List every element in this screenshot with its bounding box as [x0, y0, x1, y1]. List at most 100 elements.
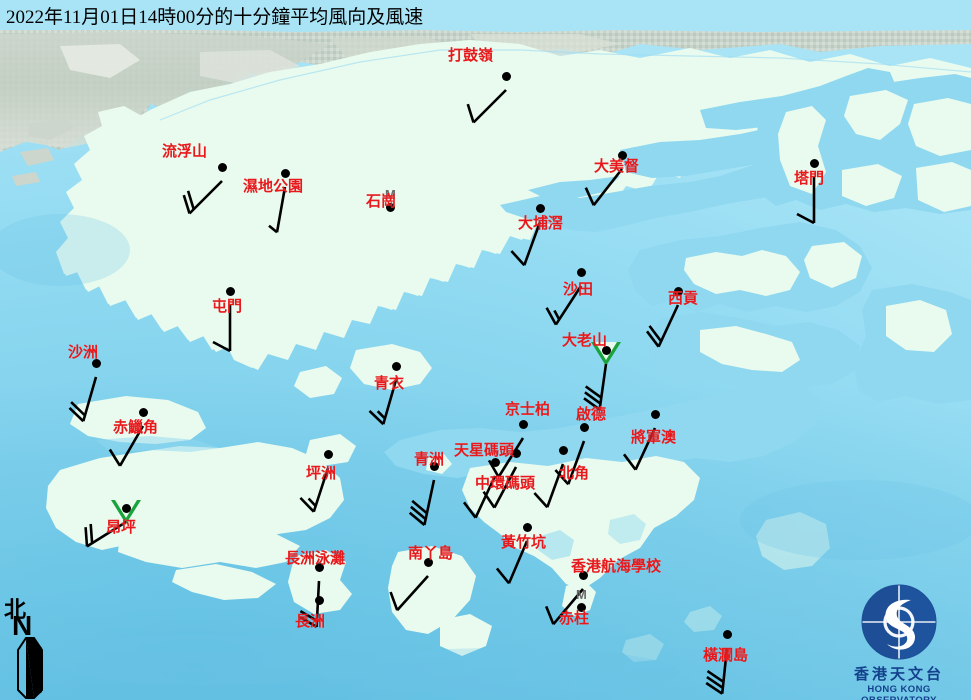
- station-name-label: 中環碼頭: [475, 476, 536, 492]
- observatory-emblem-icon: [861, 584, 937, 660]
- station-name-label: 香港航海學校: [571, 559, 662, 575]
- wind-barb-icon: [495, 540, 529, 585]
- station-marker-dot: [490, 457, 500, 467]
- station-name-label: 啟德: [576, 407, 607, 423]
- station-marker-dot: [650, 409, 660, 419]
- station-marker-dot: [323, 449, 333, 459]
- station-name-label: 赤鱲角: [113, 420, 159, 436]
- station-name-label: 天星碼頭: [454, 443, 515, 459]
- coastline-outline: [159, 49, 971, 121]
- wind-barb-icon: [368, 379, 398, 426]
- station-marker-dot: [225, 286, 235, 296]
- wind-barb-icon: [182, 180, 223, 215]
- wind-barb-icon: [482, 466, 518, 509]
- station-name-label: 青洲: [414, 452, 445, 468]
- station-name-label: 橫瀾島: [703, 648, 749, 664]
- station-name-label: 黃竹坑: [501, 535, 547, 551]
- station-marker-dot: [576, 267, 586, 277]
- compass-needle-icon: [17, 637, 43, 699]
- station-marker-dot: [579, 422, 589, 432]
- station-name-label: 濕地公園: [243, 179, 304, 195]
- station-name-label: 大埔滘: [518, 216, 564, 232]
- wind-barb-icon: [68, 376, 98, 423]
- station-marker-dot: [314, 595, 324, 605]
- wind-barb-icon: [533, 463, 565, 509]
- compass-rose: 北 N: [4, 592, 64, 700]
- wind-barb-icon: [544, 588, 584, 626]
- tolo-harbour-water: [500, 68, 971, 232]
- wind-barb-icon: [299, 580, 321, 629]
- station-name-label: 沙田: [563, 282, 594, 298]
- station-marker-dot: [511, 448, 521, 458]
- station-marker-dot: [558, 445, 568, 455]
- wind-barb-icon: [299, 467, 330, 513]
- station-marker-dot: [314, 562, 324, 572]
- southeast-islands-land: [622, 512, 830, 662]
- station-name-label: 京士柏: [505, 402, 551, 418]
- station-marker-dot: [429, 461, 439, 471]
- station-marker-dot: [722, 629, 732, 639]
- wind-barb-icon: [584, 168, 624, 207]
- station-name-label: 打鼓嶺: [448, 48, 494, 64]
- station-marker-dot: [423, 557, 433, 567]
- wind-barb-icon: [389, 575, 429, 612]
- station-marker-dot: [501, 71, 511, 81]
- wind-barb-icon: [84, 520, 127, 548]
- wind-barb-icon: [510, 221, 542, 267]
- compass-north-chinese: 北: [4, 597, 27, 622]
- wind-barb-icon: [645, 304, 680, 348]
- station-name-label: 北角: [559, 466, 590, 482]
- station-marker-dot: [809, 158, 819, 168]
- station-marker-dot: [280, 168, 290, 178]
- station-name-label: 大美督: [594, 159, 640, 175]
- sai-kung-water: [628, 222, 971, 404]
- station-marker-dot: [91, 358, 101, 368]
- station-marker-dot: [673, 286, 683, 296]
- wind-barb-icon: [487, 437, 525, 478]
- station-marker-dot: [391, 361, 401, 371]
- station-name-label: 西貢: [668, 291, 699, 307]
- station-name-label: 長洲: [295, 614, 326, 630]
- station-marker-dot: [138, 407, 148, 417]
- station-name-label: 昂坪: [106, 520, 137, 536]
- station-name-label: 流浮山: [162, 144, 208, 160]
- wind-barb-icon: [462, 475, 497, 519]
- station-marker-dot: [601, 345, 611, 355]
- sea-texture: [0, 214, 971, 696]
- station-name-label: 將軍澳: [631, 430, 677, 446]
- page-title: 2022年11月01日14時00分的十分鐘平均風向及風速: [6, 7, 424, 28]
- station-name-label: 長洲泳灘: [285, 551, 346, 567]
- station-marker-dot: [385, 202, 395, 212]
- wind-barb-icon: [268, 186, 287, 234]
- wind-barb-icon: [408, 479, 436, 526]
- station-marker-dot: [518, 419, 528, 429]
- missing-data-indicator: M: [385, 187, 396, 202]
- missing-data-indicator: M: [576, 587, 587, 602]
- station-marker-dot: [217, 162, 227, 172]
- station-name-label: 沙洲: [68, 345, 99, 361]
- wind-barb-icon: [554, 440, 586, 486]
- station-marker-dot: [578, 570, 588, 580]
- station-name-label: 青衣: [374, 376, 405, 392]
- hko-logo: 香港天文台 HONG KONG OBSERVATORY: [833, 582, 965, 700]
- station-marker-dot: [535, 203, 545, 213]
- hong-kong-island-land: [462, 456, 700, 616]
- wind-barb-icon: [545, 285, 583, 326]
- wind-barb-icon: [796, 177, 816, 225]
- station-marker-dot: [522, 522, 532, 532]
- station-name-label: 塔門: [794, 171, 825, 187]
- station-marker-dot: [617, 150, 627, 160]
- wind-barb-icon: [705, 647, 729, 695]
- station-name-label: 石崗: [366, 194, 397, 210]
- station-name-label: 坪洲: [306, 466, 337, 482]
- station-name-label: 大老山: [562, 333, 608, 349]
- station-name-label: 南丫島: [408, 546, 454, 562]
- logo-english-name: HONG KONG OBSERVATORY: [861, 684, 936, 700]
- wind-barb-icon: [583, 363, 608, 411]
- logo-chinese-name: 香港天文台: [853, 667, 944, 683]
- wind-barb-icon: [212, 305, 232, 353]
- wind-barb-icon: [108, 425, 145, 467]
- wind-barb-icon: [622, 427, 657, 471]
